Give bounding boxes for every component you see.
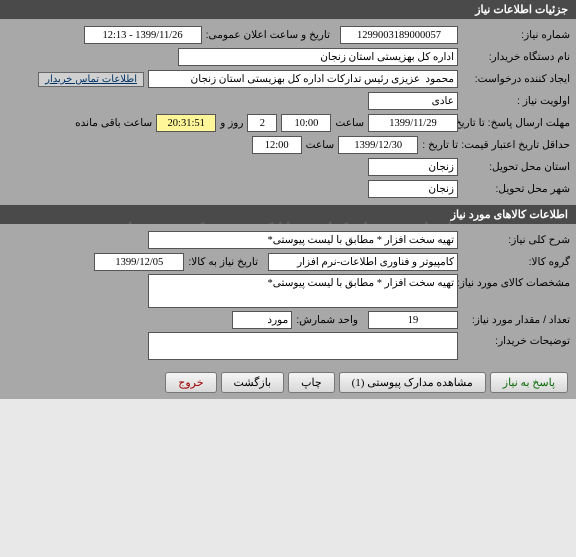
deadline-label: مهلت ارسال پاسخ: تا تاریخ :: [462, 117, 570, 129]
credit-date-field[interactable]: [338, 136, 418, 154]
public-announce-label: تاریخ و ساعت اعلان عمومی:: [206, 29, 330, 41]
deadline-date-field[interactable]: [368, 114, 458, 132]
spec-field[interactable]: [148, 274, 458, 308]
need-number-label: شماره نیاز:: [462, 29, 570, 41]
section1-body: شماره نیاز: تاریخ و ساعت اعلان عمومی: نا…: [0, 19, 576, 205]
delivery-city-field[interactable]: [368, 180, 458, 198]
exit-button[interactable]: خروج: [165, 372, 216, 393]
delivery-province-label: استان محل تحویل:: [462, 161, 570, 173]
creator-label: ایجاد کننده درخواست:: [462, 73, 570, 85]
need-until-label: تاریخ نیاز به کالا:: [188, 256, 258, 268]
buyer-notes-field[interactable]: [148, 332, 458, 360]
min-credit-label: حداقل تاریخ اعتبار قیمت:: [462, 139, 570, 151]
qty-field[interactable]: [368, 311, 458, 329]
unit-label: واحد شمارش:: [296, 314, 358, 326]
buyer-notes-label: توضیحات خریدار:: [462, 332, 570, 347]
creator-field[interactable]: [148, 70, 458, 88]
days-label: روز و: [220, 117, 243, 129]
to-date-label: تا تاریخ :: [422, 139, 458, 151]
need-until-field[interactable]: [94, 253, 184, 271]
public-announce-field[interactable]: [84, 26, 202, 44]
goods-group-label: گروه کالا:: [462, 256, 570, 268]
section2-header: اطلاعات کالاهای مورد نیاز: [0, 205, 576, 224]
days-field[interactable]: [247, 114, 277, 132]
spec-label: مشخصات کالای مورد نیاز:: [462, 274, 570, 289]
attachments-button[interactable]: مشاهده مدارک پیوستی (1): [339, 372, 486, 393]
blank-area: [0, 399, 576, 539]
deadline-time-field[interactable]: [281, 114, 331, 132]
buyer-org-field[interactable]: [178, 48, 458, 66]
qty-label: تعداد / مقدار مورد نیاز:: [462, 314, 570, 326]
need-number-field[interactable]: [340, 26, 458, 44]
section2-body: شرح کلی نیاز: گروه کالا: تاریخ نیاز به ک…: [0, 224, 576, 366]
countdown-field: [156, 114, 216, 132]
respond-button[interactable]: پاسخ به نیاز: [490, 372, 568, 393]
delivery-city-label: شهر محل تحویل:: [462, 183, 570, 195]
buyer-org-label: نام دستگاه خریدار:: [462, 51, 570, 63]
general-desc-label: شرح کلی نیاز:: [462, 234, 570, 246]
remain-label: ساعت باقی مانده: [75, 117, 152, 129]
back-button[interactable]: بازگشت: [221, 372, 285, 393]
unit-field[interactable]: [232, 311, 292, 329]
general-desc-field[interactable]: [148, 231, 458, 249]
priority-field[interactable]: [368, 92, 458, 110]
print-button[interactable]: چاپ: [288, 372, 335, 393]
credit-time-field[interactable]: [252, 136, 302, 154]
goods-group-field[interactable]: [268, 253, 458, 271]
priority-label: اولویت نیاز :: [462, 95, 570, 107]
button-bar: پاسخ به نیاز مشاهده مدارک پیوستی (1) چاپ…: [0, 366, 576, 399]
time-label-1: ساعت: [335, 117, 364, 129]
time-label-2: ساعت: [306, 139, 335, 151]
contact-link[interactable]: اطلاعات تماس خریدار: [38, 72, 144, 87]
delivery-province-field[interactable]: [368, 158, 458, 176]
section1-header: جزئیات اطلاعات نیاز: [0, 0, 576, 19]
